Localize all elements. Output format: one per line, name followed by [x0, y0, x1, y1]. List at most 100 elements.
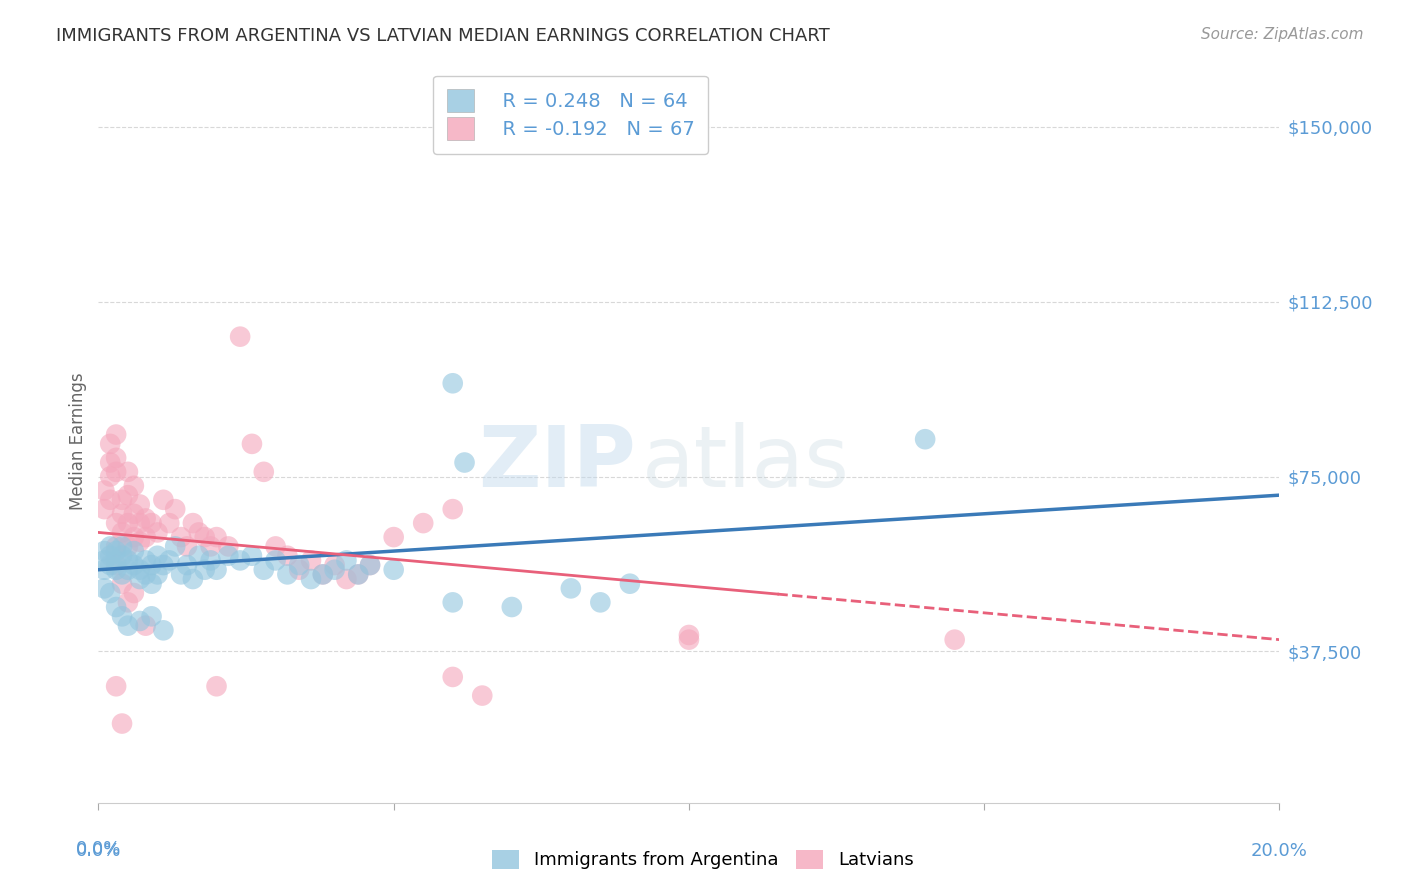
- Point: [560, 582, 582, 596]
- Point: [111, 609, 134, 624]
- Point: [187, 549, 209, 563]
- Point: [181, 516, 204, 530]
- Point: [141, 609, 163, 624]
- Point: [152, 624, 174, 638]
- Legend: Immigrants from Argentina, Latvians: Immigrants from Argentina, Latvians: [484, 841, 922, 879]
- Point: [98, 456, 121, 470]
- Point: [299, 553, 322, 567]
- Text: atlas: atlas: [641, 422, 849, 505]
- Point: [98, 437, 121, 451]
- Point: [323, 563, 346, 577]
- Point: [93, 563, 115, 577]
- Point: [105, 465, 128, 479]
- Point: [135, 618, 157, 632]
- Point: [453, 456, 475, 470]
- Point: [335, 572, 357, 586]
- Point: [93, 483, 115, 498]
- Point: [111, 567, 134, 582]
- Point: [441, 502, 464, 516]
- Point: [117, 488, 139, 502]
- Point: [205, 679, 228, 693]
- Point: [240, 437, 263, 451]
- Point: [157, 553, 180, 567]
- Point: [347, 567, 370, 582]
- Point: [157, 516, 180, 530]
- Point: [146, 549, 169, 563]
- Point: [117, 465, 139, 479]
- Point: [135, 530, 157, 544]
- Point: [240, 549, 263, 563]
- Point: [98, 586, 121, 600]
- Text: IMMIGRANTS FROM ARGENTINA VS LATVIAN MEDIAN EARNINGS CORRELATION CHART: IMMIGRANTS FROM ARGENTINA VS LATVIAN MED…: [56, 27, 830, 45]
- Point: [93, 582, 115, 596]
- Point: [264, 540, 287, 554]
- Point: [441, 376, 464, 391]
- Point: [105, 516, 128, 530]
- Point: [253, 465, 276, 479]
- Point: [205, 563, 228, 577]
- Point: [312, 567, 335, 582]
- Point: [589, 595, 612, 609]
- Point: [165, 540, 187, 554]
- Point: [200, 553, 222, 567]
- Point: [122, 544, 145, 558]
- Point: [359, 558, 381, 572]
- Point: [165, 502, 187, 516]
- Point: [194, 530, 217, 544]
- Point: [217, 549, 239, 563]
- Point: [170, 530, 193, 544]
- Legend:   R = 0.248   N = 64,   R = -0.192   N = 67: R = 0.248 N = 64, R = -0.192 N = 67: [433, 76, 709, 153]
- Point: [205, 530, 228, 544]
- Point: [441, 670, 464, 684]
- Point: [412, 516, 434, 530]
- Point: [98, 549, 121, 563]
- Point: [276, 549, 298, 563]
- Point: [117, 540, 139, 554]
- Point: [98, 469, 121, 483]
- Point: [128, 563, 150, 577]
- Point: [117, 563, 139, 577]
- Point: [105, 679, 128, 693]
- Point: [181, 572, 204, 586]
- Point: [111, 525, 134, 540]
- Point: [111, 576, 134, 591]
- Point: [943, 632, 966, 647]
- Point: [105, 427, 128, 442]
- Point: [312, 567, 335, 582]
- Point: [229, 329, 252, 343]
- Point: [128, 534, 150, 549]
- Point: [111, 716, 134, 731]
- Point: [105, 563, 128, 577]
- Point: [105, 544, 128, 558]
- Point: [128, 572, 150, 586]
- Point: [335, 553, 357, 567]
- Point: [111, 507, 134, 521]
- Point: [141, 576, 163, 591]
- Point: [111, 549, 134, 563]
- Point: [117, 553, 139, 567]
- Point: [128, 614, 150, 628]
- Point: [200, 540, 222, 554]
- Point: [152, 558, 174, 572]
- Point: [105, 600, 128, 615]
- Point: [93, 502, 115, 516]
- Point: [347, 567, 370, 582]
- Point: [382, 530, 405, 544]
- Point: [619, 576, 641, 591]
- Point: [382, 563, 405, 577]
- Point: [117, 618, 139, 632]
- Text: Source: ZipAtlas.com: Source: ZipAtlas.com: [1201, 27, 1364, 42]
- Text: 20.0%: 20.0%: [1251, 842, 1308, 860]
- Point: [217, 540, 239, 554]
- Point: [122, 586, 145, 600]
- Point: [117, 516, 139, 530]
- Point: [176, 558, 198, 572]
- Text: 0.0%: 0.0%: [76, 840, 121, 858]
- Point: [141, 558, 163, 572]
- Point: [105, 558, 128, 572]
- Point: [128, 516, 150, 530]
- Point: [176, 540, 198, 554]
- Point: [98, 540, 121, 554]
- Point: [135, 511, 157, 525]
- Point: [299, 572, 322, 586]
